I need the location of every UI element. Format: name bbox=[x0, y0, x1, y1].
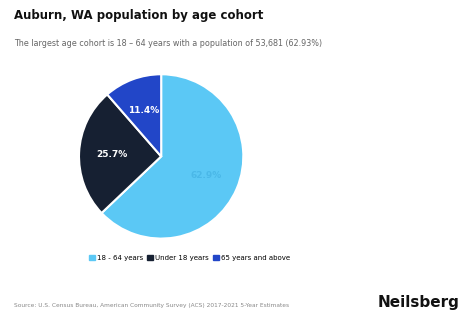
Text: 62.9%: 62.9% bbox=[191, 171, 222, 180]
Legend: 18 - 64 years, Under 18 years, 65 years and above: 18 - 64 years, Under 18 years, 65 years … bbox=[87, 252, 292, 264]
Text: Neilsberg: Neilsberg bbox=[378, 295, 460, 310]
Text: Source: U.S. Census Bureau, American Community Survey (ACS) 2017-2021 5-Year Est: Source: U.S. Census Bureau, American Com… bbox=[14, 303, 289, 308]
Text: Auburn, WA population by age cohort: Auburn, WA population by age cohort bbox=[14, 9, 264, 22]
Wedge shape bbox=[107, 74, 161, 156]
Text: 11.4%: 11.4% bbox=[128, 106, 160, 115]
Wedge shape bbox=[101, 74, 243, 239]
Text: 25.7%: 25.7% bbox=[96, 149, 128, 159]
Text: The largest age cohort is 18 – 64 years with a population of 53,681 (62.93%): The largest age cohort is 18 – 64 years … bbox=[14, 40, 322, 48]
Wedge shape bbox=[79, 94, 161, 213]
